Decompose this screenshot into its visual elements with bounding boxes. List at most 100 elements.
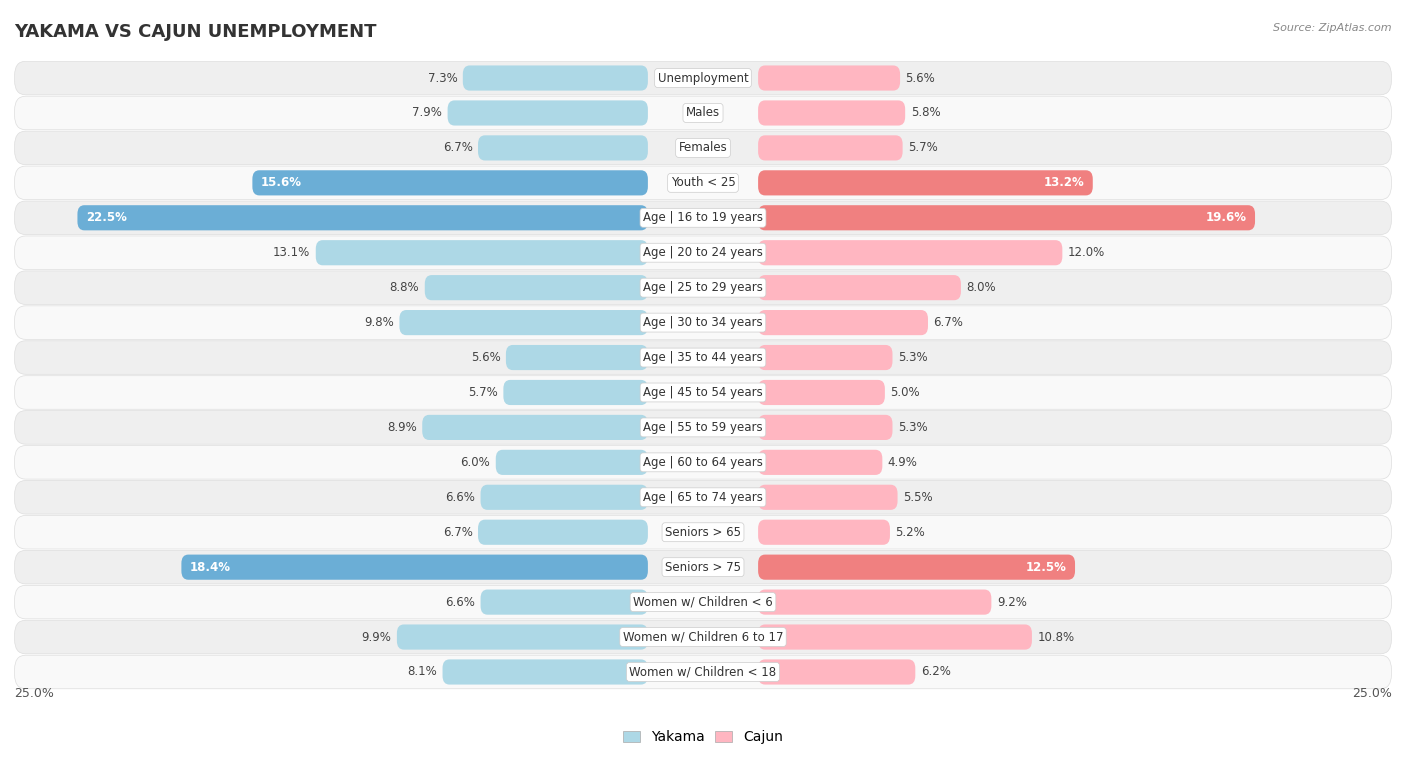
Text: 4.9%: 4.9% <box>887 456 918 469</box>
Text: 9.8%: 9.8% <box>364 316 394 329</box>
Text: Age | 16 to 19 years: Age | 16 to 19 years <box>643 211 763 224</box>
Text: 12.5%: 12.5% <box>1026 561 1067 574</box>
Text: 6.0%: 6.0% <box>461 456 491 469</box>
FancyBboxPatch shape <box>758 275 960 301</box>
Text: 5.5%: 5.5% <box>903 491 932 504</box>
Text: YAKAMA VS CAJUN UNEMPLOYMENT: YAKAMA VS CAJUN UNEMPLOYMENT <box>14 23 377 41</box>
Text: 6.6%: 6.6% <box>446 491 475 504</box>
FancyBboxPatch shape <box>14 585 1392 619</box>
FancyBboxPatch shape <box>14 96 1392 129</box>
FancyBboxPatch shape <box>14 201 1392 235</box>
Text: 8.8%: 8.8% <box>389 281 419 294</box>
FancyBboxPatch shape <box>758 415 893 440</box>
Text: 22.5%: 22.5% <box>86 211 127 224</box>
Text: Age | 20 to 24 years: Age | 20 to 24 years <box>643 246 763 259</box>
Text: 8.1%: 8.1% <box>408 665 437 678</box>
Text: Age | 25 to 29 years: Age | 25 to 29 years <box>643 281 763 294</box>
FancyBboxPatch shape <box>399 310 648 335</box>
Text: 6.7%: 6.7% <box>934 316 963 329</box>
FancyBboxPatch shape <box>758 205 1256 230</box>
FancyBboxPatch shape <box>443 659 648 684</box>
Text: 25.0%: 25.0% <box>1353 687 1392 700</box>
Text: 5.7%: 5.7% <box>908 142 938 154</box>
Text: 18.4%: 18.4% <box>190 561 231 574</box>
FancyBboxPatch shape <box>758 240 1063 265</box>
FancyBboxPatch shape <box>481 484 648 510</box>
FancyBboxPatch shape <box>758 450 883 475</box>
Text: Youth < 25: Youth < 25 <box>671 176 735 189</box>
FancyBboxPatch shape <box>758 136 903 160</box>
Text: 5.3%: 5.3% <box>898 421 928 434</box>
Text: 5.0%: 5.0% <box>890 386 920 399</box>
Text: 8.9%: 8.9% <box>387 421 416 434</box>
FancyBboxPatch shape <box>481 590 648 615</box>
Text: 6.2%: 6.2% <box>921 665 950 678</box>
FancyBboxPatch shape <box>503 380 648 405</box>
Text: 5.2%: 5.2% <box>896 525 925 539</box>
FancyBboxPatch shape <box>14 481 1392 514</box>
Text: Women w/ Children 6 to 17: Women w/ Children 6 to 17 <box>623 631 783 643</box>
Text: Males: Males <box>686 107 720 120</box>
FancyBboxPatch shape <box>14 375 1392 410</box>
FancyBboxPatch shape <box>758 310 928 335</box>
Legend: Yakama, Cajun: Yakama, Cajun <box>617 724 789 750</box>
FancyBboxPatch shape <box>758 170 1092 195</box>
Text: 13.2%: 13.2% <box>1043 176 1084 189</box>
Text: 5.8%: 5.8% <box>911 107 941 120</box>
Text: Age | 60 to 64 years: Age | 60 to 64 years <box>643 456 763 469</box>
Text: Age | 35 to 44 years: Age | 35 to 44 years <box>643 351 763 364</box>
FancyBboxPatch shape <box>316 240 648 265</box>
FancyBboxPatch shape <box>396 625 648 650</box>
FancyBboxPatch shape <box>422 415 648 440</box>
FancyBboxPatch shape <box>496 450 648 475</box>
FancyBboxPatch shape <box>253 170 648 195</box>
FancyBboxPatch shape <box>478 136 648 160</box>
Text: 15.6%: 15.6% <box>260 176 302 189</box>
FancyBboxPatch shape <box>14 656 1392 689</box>
FancyBboxPatch shape <box>506 345 648 370</box>
Text: 5.6%: 5.6% <box>905 71 935 85</box>
FancyBboxPatch shape <box>14 516 1392 549</box>
Text: Age | 30 to 34 years: Age | 30 to 34 years <box>643 316 763 329</box>
FancyBboxPatch shape <box>14 131 1392 165</box>
Text: 5.3%: 5.3% <box>898 351 928 364</box>
Text: Age | 45 to 54 years: Age | 45 to 54 years <box>643 386 763 399</box>
FancyBboxPatch shape <box>14 166 1392 200</box>
FancyBboxPatch shape <box>758 345 893 370</box>
Text: Seniors > 75: Seniors > 75 <box>665 561 741 574</box>
Text: Unemployment: Unemployment <box>658 71 748 85</box>
FancyBboxPatch shape <box>463 65 648 91</box>
Text: 12.0%: 12.0% <box>1069 246 1105 259</box>
Text: Seniors > 65: Seniors > 65 <box>665 525 741 539</box>
Text: Women w/ Children < 6: Women w/ Children < 6 <box>633 596 773 609</box>
Text: 5.6%: 5.6% <box>471 351 501 364</box>
FancyBboxPatch shape <box>758 101 905 126</box>
Text: 8.0%: 8.0% <box>966 281 995 294</box>
Text: 9.9%: 9.9% <box>361 631 391 643</box>
FancyBboxPatch shape <box>758 625 1032 650</box>
FancyBboxPatch shape <box>181 555 648 580</box>
FancyBboxPatch shape <box>478 519 648 545</box>
FancyBboxPatch shape <box>14 271 1392 304</box>
Text: 7.3%: 7.3% <box>427 71 457 85</box>
Text: 13.1%: 13.1% <box>273 246 311 259</box>
Text: Age | 65 to 74 years: Age | 65 to 74 years <box>643 491 763 504</box>
FancyBboxPatch shape <box>758 380 884 405</box>
Text: 19.6%: 19.6% <box>1206 211 1247 224</box>
FancyBboxPatch shape <box>14 550 1392 584</box>
FancyBboxPatch shape <box>14 446 1392 479</box>
Text: 6.7%: 6.7% <box>443 525 472 539</box>
FancyBboxPatch shape <box>425 275 648 301</box>
Text: 5.7%: 5.7% <box>468 386 498 399</box>
FancyBboxPatch shape <box>758 65 900 91</box>
FancyBboxPatch shape <box>14 341 1392 374</box>
FancyBboxPatch shape <box>14 61 1392 95</box>
Text: 7.9%: 7.9% <box>412 107 441 120</box>
FancyBboxPatch shape <box>14 236 1392 269</box>
Text: Age | 55 to 59 years: Age | 55 to 59 years <box>643 421 763 434</box>
FancyBboxPatch shape <box>77 205 648 230</box>
Text: 25.0%: 25.0% <box>14 687 53 700</box>
Text: 9.2%: 9.2% <box>997 596 1026 609</box>
FancyBboxPatch shape <box>14 306 1392 339</box>
FancyBboxPatch shape <box>758 590 991 615</box>
